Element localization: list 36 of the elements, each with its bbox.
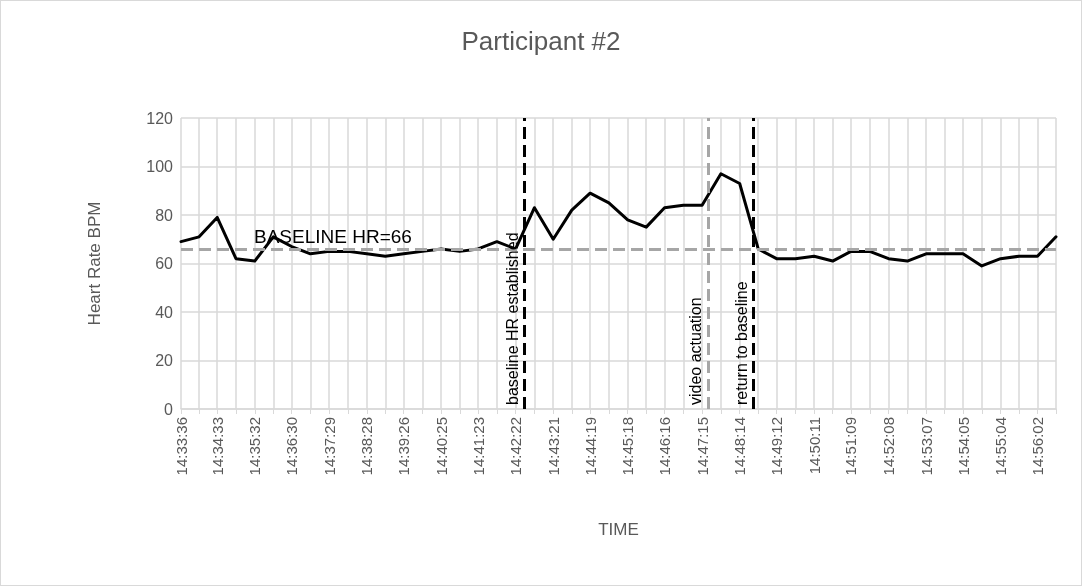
y-tick-label: 80 <box>155 206 174 224</box>
y-axis-title: Heart Rate BPM <box>85 201 104 326</box>
y-tick-label: 120 <box>146 109 174 127</box>
x-tick-label: 14:35:32 <box>246 417 264 476</box>
x-tick-label: 14:36:30 <box>283 417 301 476</box>
x-tick-label: 14:44:19 <box>581 417 599 476</box>
y-tick-label: 100 <box>146 158 174 175</box>
x-tick-label: 14:56:02 <box>1028 417 1046 476</box>
chart-title: Participant #2 <box>461 26 621 56</box>
y-tick-label: 20 <box>155 352 174 369</box>
ref-line-label: video actuation <box>687 297 705 405</box>
x-axis-title: TIME <box>598 520 639 539</box>
y-tick-label: 60 <box>155 255 174 272</box>
x-tick-label: 14:55:04 <box>992 417 1010 476</box>
x-tick-label: 14:49:12 <box>768 417 786 476</box>
x-tick-label: 14:34:33 <box>208 417 226 476</box>
x-tick-label: 14:51:09 <box>842 417 860 476</box>
x-tick-label: 14:33:36 <box>172 417 190 476</box>
y-tick-label: 0 <box>164 400 174 418</box>
x-tick-label: 14:52:08 <box>880 417 898 476</box>
x-tick-label: 14:41:23 <box>469 417 487 476</box>
x-tick-label: 14:53:07 <box>917 417 935 476</box>
x-tick-label: 14:50:11 <box>805 417 823 475</box>
x-tick-label: 14:45:18 <box>619 417 637 476</box>
x-tick-label: 14:46:16 <box>656 417 674 476</box>
x-tick-label: 14:43:21 <box>544 417 562 476</box>
x-tick-label: 14:37:29 <box>320 417 338 476</box>
x-tick-label: 14:40:25 <box>432 417 450 476</box>
x-tick-label: 14:38:28 <box>358 417 376 476</box>
x-tick-label: 14:39:26 <box>395 417 413 476</box>
x-tick-label: 14:54:05 <box>954 417 972 476</box>
x-tick-label: 14:42:22 <box>507 417 525 476</box>
y-tick-label: 40 <box>155 303 174 321</box>
x-tick-label: 14:48:14 <box>731 417 749 476</box>
x-tick-label: 14:47:15 <box>693 417 711 476</box>
ref-line-label: return to baseline <box>733 281 751 405</box>
